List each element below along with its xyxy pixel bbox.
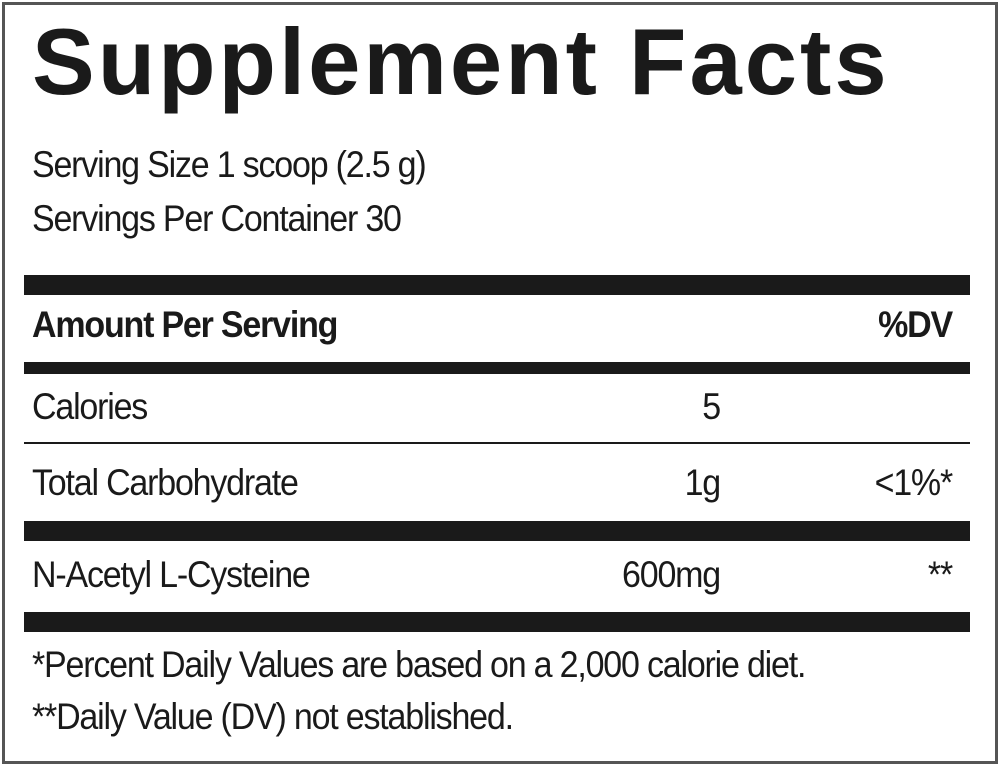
row-name: Calories [32, 386, 148, 428]
amount-per-serving-header: Amount Per Serving [32, 304, 338, 346]
row-dv: ** [927, 554, 953, 596]
thick-divider [24, 521, 970, 541]
serving-size: Serving Size 1 scoop (2.5 g) [32, 144, 427, 186]
row-dv: <1%* [874, 462, 954, 504]
dv-header: %DV [878, 304, 953, 346]
footnote: **Daily Value (DV) not established. [32, 696, 514, 738]
servings-per-container: Servings Per Container 30 [32, 198, 402, 240]
row-name: Total Carbohydrate [32, 462, 299, 504]
footnote: *Percent Daily Values are based on a 2,0… [32, 644, 806, 686]
thick-divider [24, 612, 970, 632]
thick-divider [24, 275, 970, 295]
thin-divider [24, 442, 970, 444]
row-amount: 5 [702, 386, 721, 428]
row-amount: 1g [684, 462, 722, 504]
medium-divider [24, 362, 970, 374]
row-name: N-Acetyl L-Cysteine [32, 554, 311, 596]
row-amount: 600mg [622, 554, 721, 596]
label-title: Supplement Facts [32, 9, 890, 114]
